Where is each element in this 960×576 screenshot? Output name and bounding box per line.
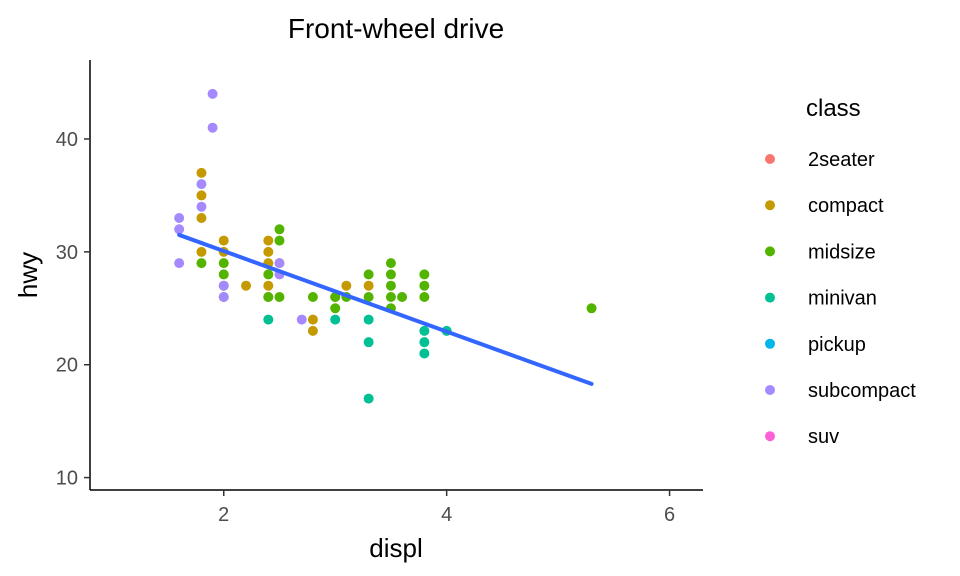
y-axis-title: hwy [13, 252, 43, 298]
data-point-midsize [330, 292, 341, 303]
data-point-minivan [419, 337, 430, 348]
data-point-subcompact [218, 280, 229, 291]
y-tick-label: 10 [56, 468, 78, 490]
data-point-midsize [385, 292, 396, 303]
data-point-minivan [419, 325, 430, 336]
data-point-midsize [218, 258, 229, 269]
data-point-compact [307, 314, 318, 325]
data-point-subcompact [196, 201, 207, 212]
legend-label-midsize: midsize [808, 241, 876, 263]
data-point-midsize [307, 292, 318, 303]
legend-swatch-minivan [765, 292, 775, 303]
data-point-subcompact [207, 122, 218, 133]
data-point-midsize [274, 292, 285, 303]
data-point-compact [307, 325, 318, 336]
data-point-midsize [419, 280, 430, 291]
legend-label-subcompact: subcompact [808, 380, 916, 402]
data-point-midsize [586, 303, 597, 314]
plot-area: 10 20 30 40 2 4 6 [56, 60, 703, 526]
data-point-compact [263, 235, 274, 246]
data-point-compact [196, 246, 207, 257]
data-point-compact [363, 280, 374, 291]
legend-label-suv: suv [808, 426, 839, 448]
data-point-minivan [363, 393, 374, 404]
data-point-subcompact [218, 292, 229, 303]
x-tick-label: 6 [664, 504, 675, 526]
legend: class 2seater compact midsize minivan pickup… [765, 95, 916, 448]
legend-label-compact: compact [808, 195, 884, 217]
data-point-midsize [419, 269, 430, 280]
chart-title: Front-wheel drive [288, 13, 504, 44]
legend-swatch-compact [765, 200, 775, 211]
legend-label-pickup: pickup [808, 334, 866, 356]
data-point-subcompact [174, 224, 185, 235]
data-point-compact [196, 213, 207, 224]
y-axis-ticks: 10 20 30 40 [56, 129, 90, 490]
data-point-midsize [263, 269, 274, 280]
data-point-midsize [363, 269, 374, 280]
data-point-compact [218, 235, 229, 246]
data-point-midsize [274, 235, 285, 246]
data-point-midsize [385, 269, 396, 280]
data-points [174, 88, 597, 404]
data-point-subcompact [174, 258, 185, 269]
data-point-compact [196, 167, 207, 178]
data-point-midsize [397, 292, 408, 303]
legend-title: class [806, 95, 861, 122]
data-point-compact [263, 280, 274, 291]
data-point-midsize [263, 292, 274, 303]
x-axis-title: displ [369, 533, 422, 563]
trend-line-group [177, 232, 594, 386]
data-point-compact [241, 280, 252, 291]
data-point-subcompact [174, 213, 185, 224]
legend-swatch-pickup [765, 338, 775, 349]
legend-swatch-subcompact [765, 385, 775, 395]
legend-label-2seater: 2seater [808, 149, 875, 171]
legend-swatch-midsize [765, 246, 775, 257]
data-point-midsize [385, 258, 396, 269]
data-point-compact [263, 246, 274, 257]
data-point-midsize [385, 280, 396, 291]
legend-items: 2seater compact midsize minivan pickup subcom… [765, 149, 916, 448]
data-point-midsize [274, 224, 285, 235]
data-point-midsize [419, 292, 430, 303]
data-point-midsize [330, 303, 341, 314]
y-tick-label: 20 [56, 355, 78, 377]
data-point-subcompact [274, 258, 285, 269]
y-tick-label: 30 [56, 242, 78, 264]
x-tick-label: 2 [218, 504, 229, 526]
data-point-minivan [419, 348, 430, 359]
data-point-minivan [330, 314, 341, 325]
data-point-compact [196, 190, 207, 201]
data-point-minivan [363, 337, 374, 348]
legend-swatch-2seater [765, 154, 775, 164]
data-point-subcompact [296, 314, 307, 325]
trend-line [177, 232, 594, 386]
x-tick-label: 4 [441, 504, 452, 526]
y-tick-label: 40 [56, 129, 78, 151]
data-point-midsize [218, 269, 229, 280]
data-point-subcompact [196, 179, 207, 190]
data-point-compact [341, 280, 352, 291]
data-point-minivan [263, 314, 274, 325]
data-point-midsize [196, 258, 207, 269]
legend-swatch-suv [765, 431, 775, 442]
x-axis-ticks: 2 4 6 [218, 490, 675, 526]
legend-label-minivan: minivan [808, 288, 877, 310]
data-point-subcompact [207, 88, 218, 99]
data-point-midsize [363, 292, 374, 303]
data-point-minivan [363, 314, 374, 325]
